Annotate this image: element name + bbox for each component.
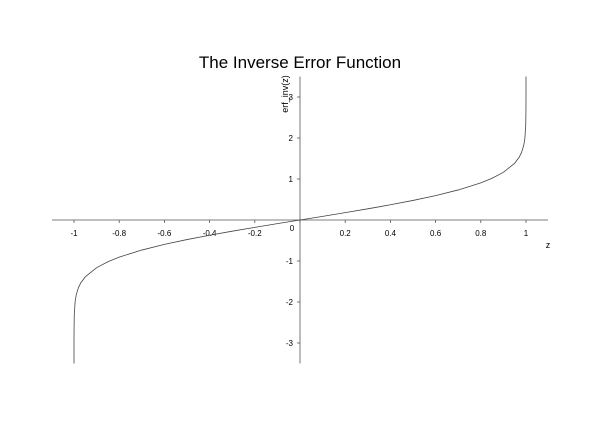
x-tick-label: -0.6 [158,229,172,238]
x-tick-label: 0.8 [475,229,487,238]
x-axis-label: z [546,240,551,250]
x-tick-label: 1 [524,229,529,238]
x-tick-label: -1 [70,229,78,238]
x-axis-ticks: -1 -0.8 -0.6 -0.4 -0.2 0 0.2 0.4 0.6 0.8 1 [70,220,529,238]
y-tick-label: -2 [286,298,294,307]
inverse-error-function-curve [73,76,527,364]
y-tick-label: 1 [289,175,294,184]
x-tick-label: 0.6 [430,229,442,238]
x-tick-label: -0.8 [112,229,126,238]
chart-title: The Inverse Error Function [199,53,401,72]
x-tick-label: -0.4 [203,229,217,238]
x-tick-label: 0 [290,224,295,233]
x-tick-label: -0.2 [248,229,262,238]
y-tick-label: -1 [286,257,294,266]
y-tick-label: 2 [289,134,294,143]
y-axis-label: erf_inv(z) [280,75,290,113]
y-axis-ticks: -3 -2 -1 1 2 3 [286,93,300,348]
y-tick-label: -3 [286,339,294,348]
x-tick-label: 0.2 [340,229,352,238]
y-tick-label: 3 [289,93,294,102]
x-tick-label: 0.4 [385,229,397,238]
